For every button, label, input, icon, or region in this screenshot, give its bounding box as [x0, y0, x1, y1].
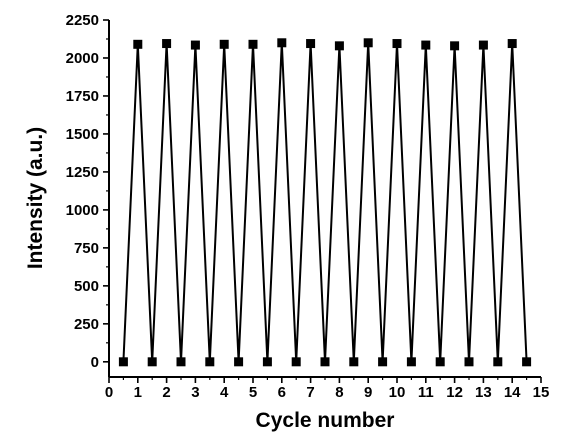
data-point — [392, 39, 402, 49]
x-tick-label: 0 — [105, 384, 113, 401]
data-point — [406, 357, 416, 367]
data-point — [320, 357, 330, 367]
data-point — [421, 40, 431, 50]
x-tick-label: 12 — [446, 384, 463, 401]
y-tick-label: 1250 — [66, 164, 99, 181]
data-point — [464, 357, 474, 367]
data-point — [522, 357, 532, 367]
y-tick-label: 1750 — [66, 88, 99, 105]
y-tick-label: 1500 — [66, 126, 99, 143]
x-tick-label: 4 — [220, 384, 229, 401]
data-point — [234, 357, 244, 367]
x-axis-title: Cycle number — [256, 409, 395, 432]
data-point — [190, 40, 200, 50]
data-point — [277, 38, 287, 48]
data-point — [349, 357, 359, 367]
data-point — [291, 357, 301, 367]
data-point — [378, 357, 388, 367]
data-point — [205, 357, 215, 367]
data-point — [493, 357, 503, 367]
y-tick-label: 2250 — [66, 12, 99, 29]
x-tick-label: 8 — [335, 384, 343, 401]
data-point — [248, 39, 258, 49]
series-line — [122, 42, 528, 362]
x-tick-label: 13 — [475, 384, 492, 401]
y-tick-label: 500 — [74, 278, 99, 295]
data-point — [450, 41, 460, 51]
y-tick-label: 0 — [91, 354, 99, 371]
x-tick-label: 2 — [162, 384, 170, 401]
x-tick-label: 1 — [134, 384, 142, 401]
data-point — [262, 357, 272, 367]
data-point — [478, 40, 488, 50]
x-tick-label: 15 — [533, 384, 550, 401]
y-tick-label: 750 — [74, 240, 99, 257]
data-point — [334, 41, 344, 51]
x-tick-label: 5 — [249, 384, 257, 401]
data-point — [118, 357, 128, 367]
y-tick-label: 250 — [74, 316, 99, 333]
y-tick-label: 2000 — [66, 50, 99, 67]
data-point — [219, 39, 229, 49]
y-tick-label: 1000 — [66, 202, 99, 219]
data-point — [147, 357, 157, 367]
x-tick-label: 9 — [364, 384, 372, 401]
x-tick-label: 10 — [389, 384, 406, 401]
data-point — [363, 38, 373, 48]
data-point — [176, 357, 186, 367]
x-tick-label: 11 — [418, 384, 434, 401]
series-layer — [118, 38, 532, 367]
x-tick-label: 7 — [306, 384, 314, 401]
y-axis-title: Intensity (a.u.) — [24, 127, 47, 269]
data-point — [133, 39, 143, 49]
data-point — [507, 39, 517, 49]
x-tick-label: 14 — [504, 384, 521, 401]
data-point — [306, 39, 316, 49]
data-point — [162, 39, 172, 49]
data-point — [435, 357, 445, 367]
x-tick-label: 3 — [191, 384, 199, 401]
x-tick-label: 6 — [278, 384, 286, 401]
